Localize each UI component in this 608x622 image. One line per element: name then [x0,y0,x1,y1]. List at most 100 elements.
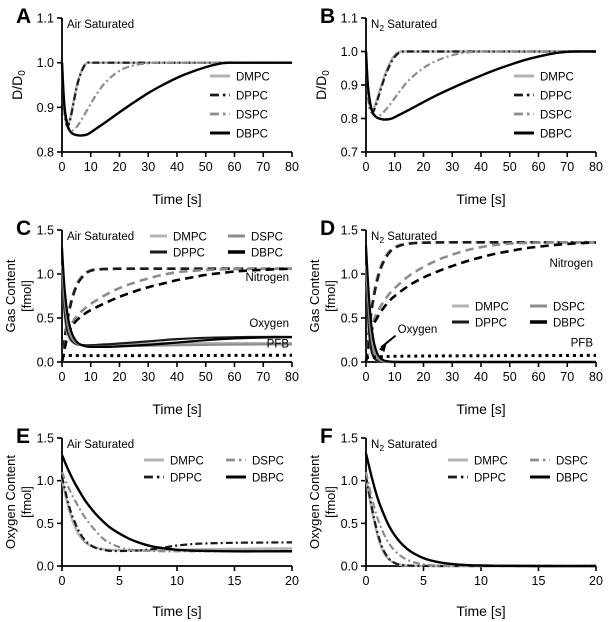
ytick-label: 1.0 [341,45,358,59]
condition-label: N2 Saturated [371,439,437,453]
xtick-label: 40 [170,160,184,174]
axes: 0 10 20 30 40 50 60 70 80 0.7 0.8 0.9 1.0 1.1 [341,12,603,175]
curve-DMPC [364,478,596,568]
curve-DBPC [60,61,292,137]
xtick-label: 70 [256,160,270,174]
y-axis-title-units: [fmol] [19,280,34,312]
panel-d: 0 10 20 30 40 50 60 70 80 0.0 0.5 1.0 1.5 Time [s] Gas… [304,210,608,420]
xtick-label: 60 [228,160,242,174]
condition-label: N2 Saturated [371,19,437,33]
xtick-label: 70 [256,370,270,384]
ytick-label: 1.0 [341,474,358,488]
ytick-label: 0.8 [341,112,358,126]
legend-label-dmpc: DMPC [540,71,574,83]
curve-DBPC [364,50,597,121]
panel-a: 0 10 20 30 40 50 60 70 80 0.8 0.9 1.0 1.1 Time [s] D/D… [0,0,304,210]
legend-label-dppc: DPPC [474,472,506,484]
legend-label-dmpc: DMPC [170,455,204,467]
xtick-label: 0 [59,160,66,174]
curve-nitrogen-DPPC [60,267,292,363]
xtick-label: 80 [589,160,603,174]
xtick-label: 80 [285,370,299,384]
curves [60,61,292,137]
legend: DMPC DPPC DSPC DBPC [514,71,574,140]
curve-DBPC [364,453,597,568]
curves [364,453,597,568]
legend-label-dbpc: DBPC [540,128,572,140]
legend: DMPC DPPC DSPC DBPC [448,455,588,484]
xtick-label: 10 [84,370,98,384]
legend-label-dmpc: DMPC [474,455,508,467]
legend-label-dspc: DSPC [252,455,284,467]
ytick-label: 1.5 [341,224,358,238]
ytick-label: 0.9 [341,79,358,93]
curve-oxygen-DBPC [364,245,596,364]
xtick-label: 40 [474,370,488,384]
xtick-label: 20 [417,160,431,174]
axes: 0 10 20 30 40 50 60 70 80 0.0 0.5 1.0 1.5 [37,224,299,385]
panel-e: 0 5 10 15 20 0.0 0.5 1.0 1.5 Time [s] Oxygen Conte… [0,420,304,622]
curves [60,247,293,363]
annotation-nitrogen: Nitrogen [550,258,593,270]
panel-letter-c: C [16,217,32,240]
xtick-label: 60 [532,370,546,384]
curves [364,240,597,364]
annotation-pfb: PFB [267,338,290,350]
x-axis-title: Time [s] [152,401,201,417]
xtick-label: 20 [113,370,127,384]
annotation-nitrogen: Nitrogen [246,272,289,284]
x-axis-title: Time [s] [152,191,201,207]
legend-label-dbpc: DBPC [252,472,284,484]
legend-label-dppc: DPPC [236,90,268,102]
legend-label-dmpc: DMPC [173,231,207,243]
xtick-label: 50 [199,370,213,384]
annotation-pfb: PFB [571,338,594,350]
panel-c: 0 10 20 30 40 50 60 70 80 0.0 0.5 1.0 1.5 Time [s] Gas… [0,210,304,420]
xtick-label: 0 [59,370,66,384]
y-axis-title-units: [fmol] [323,486,338,518]
ytick-label: 0.5 [341,517,358,531]
ytick-label: 0.5 [37,517,54,531]
panel-a-plot: 0 10 20 30 40 50 60 70 80 0.8 0.9 1.0 1.1 Time [s] D/D… [9,12,299,208]
annotation-oxygen: Oxygen [398,324,438,336]
xtick-label: 60 [532,160,546,174]
panel-letter-f: F [320,425,333,448]
panel-letter-a: A [16,5,32,28]
ytick-label: 0.0 [341,560,358,574]
ytick-label: 0.0 [37,560,54,574]
curve-DSPC [364,50,596,118]
ytick-label: 0.0 [37,356,54,370]
ytick-label: 1.5 [37,224,54,238]
panel-b: 0 10 20 30 40 50 60 70 80 0.7 0.8 0.9 1.0 1.1 Time [s]… [304,0,608,210]
legend-label-dmpc: DMPC [475,301,509,313]
condition-label: N2 Saturated [371,231,437,245]
curves [364,50,597,121]
y-axis-title: Oxygen Content [3,455,18,549]
curve-DBPC [60,454,293,553]
y-axis-title-units: [fmol] [19,486,34,518]
ytick-label: 1.0 [37,268,54,282]
x-axis-title: Time [s] [456,603,505,619]
curve-DPPC [60,476,293,553]
legend-label-dspc: DSPC [540,109,572,121]
x-axis-title: Time [s] [456,191,505,207]
ytick-label: 1.5 [341,432,358,446]
annotation-oxygen: Oxygen [249,318,289,330]
curve-nitrogen-DSPC [60,267,293,363]
xtick-label: 10 [474,574,488,588]
condition-label: Air Saturated [67,439,134,451]
curves [60,454,293,553]
panel-letter-e: E [16,425,31,448]
xtick-label: 5 [420,574,427,588]
legend-label-dspc: DSPC [251,231,283,243]
xtick-label: 20 [589,574,603,588]
panel-d-plot: 0 10 20 30 40 50 60 70 80 0.0 0.5 1.0 1.5 Time [s] Gas… [307,224,603,418]
curve-oxygen-DBPC [60,247,293,349]
y-axis-title: D/D0 [313,70,332,100]
legend: DMPC DPPC DSPC DBPC [150,231,283,259]
legend-label-dbpc: DBPC [251,247,283,259]
xtick-label: 10 [388,370,402,384]
legend-label-dbpc: DBPC [553,317,585,329]
xtick-label: 30 [141,370,155,384]
